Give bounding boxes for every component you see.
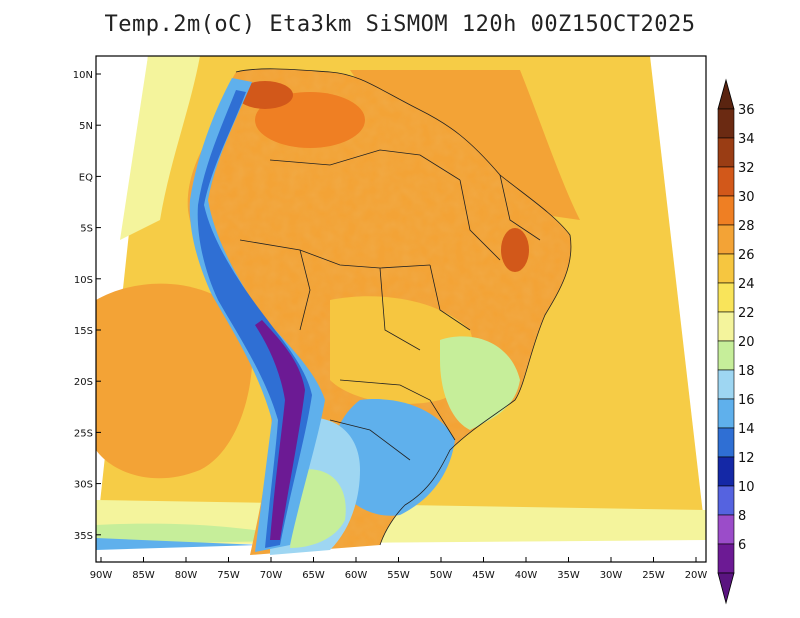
colorbar-label: 24 bbox=[738, 277, 755, 292]
colorbar-swatch bbox=[717, 340, 735, 371]
colorbar-swatch bbox=[717, 195, 735, 226]
lat-tick-label: 10N bbox=[73, 70, 93, 81]
southeast-cool bbox=[440, 336, 520, 430]
colorbar-swatch bbox=[717, 166, 735, 197]
central-yellow bbox=[330, 296, 474, 404]
colorbar-swatch bbox=[717, 485, 735, 516]
lon-tick-label: 40W bbox=[515, 570, 538, 581]
map-area bbox=[96, 56, 706, 555]
lon-tick-label: 30W bbox=[600, 570, 623, 581]
longitude-axis: 90W 85W 80W 75W 70W 65W 60W 55W 50W 45W 40W 35W 30W 2… bbox=[90, 557, 708, 581]
lat-tick-label: 30S bbox=[74, 480, 93, 491]
colorbar-label: 32 bbox=[738, 161, 755, 176]
northeast-hot bbox=[501, 228, 529, 272]
colorbar-label: 14 bbox=[738, 422, 755, 437]
colorbar: 36 34 32 30 28 26 24 22 20 18 16 14 12 10 8 6 bbox=[717, 78, 755, 605]
lon-tick-label: 75W bbox=[217, 570, 240, 581]
lat-tick-label: 5S bbox=[80, 224, 93, 235]
colorbar-label: 18 bbox=[738, 364, 755, 379]
lon-tick-label: 85W bbox=[132, 570, 155, 581]
lon-tick-label: 35W bbox=[557, 570, 580, 581]
lon-tick-label: 60W bbox=[345, 570, 368, 581]
lon-tick-label: 50W bbox=[430, 570, 453, 581]
colorbar-label: 10 bbox=[738, 480, 755, 495]
pacific-warm-region bbox=[96, 283, 253, 479]
lon-tick-label: 55W bbox=[387, 570, 410, 581]
south-ocean-blue bbox=[96, 538, 260, 550]
colorbar-bottom-arrow bbox=[717, 572, 735, 605]
lat-tick-label: 20S bbox=[74, 377, 93, 388]
colorbar-swatch bbox=[717, 224, 735, 255]
colorbar-label: 26 bbox=[738, 248, 755, 263]
colorbar-label: 16 bbox=[738, 393, 755, 408]
lon-tick-label: 65W bbox=[302, 570, 325, 581]
lat-tick-label: 25S bbox=[74, 428, 93, 439]
venezuela-hot bbox=[237, 81, 293, 109]
colorbar-label: 8 bbox=[738, 509, 746, 524]
colorbar-swatch bbox=[717, 427, 735, 458]
colorbar-label: 34 bbox=[738, 132, 755, 147]
colorbar-label: 6 bbox=[738, 538, 746, 553]
lon-tick-label: 25W bbox=[642, 570, 665, 581]
colorbar-swatch bbox=[717, 282, 735, 313]
lat-tick-label: 5N bbox=[79, 121, 93, 132]
lat-tick-label: EQ bbox=[79, 172, 93, 183]
colorbar-label: 20 bbox=[738, 335, 755, 350]
colorbar-top-arrow bbox=[717, 78, 735, 110]
lat-tick-label: 10S bbox=[74, 275, 93, 286]
colorbar-label: 36 bbox=[738, 103, 755, 118]
colorbar-label: 30 bbox=[738, 190, 755, 205]
colorbar-swatch bbox=[717, 253, 735, 284]
colorbar-swatch bbox=[717, 369, 735, 400]
lon-tick-label: 45W bbox=[472, 570, 495, 581]
colorbar-swatch bbox=[717, 311, 735, 342]
colorbar-swatch bbox=[717, 456, 735, 487]
colorbar-swatch bbox=[717, 108, 735, 139]
colorbar-swatch bbox=[717, 398, 735, 429]
map-title: Temp.2m(oC) Eta3km SiSMOM 120h 00Z15OCT2… bbox=[104, 12, 696, 37]
latitude-axis: 10N 5N EQ 5S 10S 15S 20S 25S 30S 35S bbox=[73, 70, 101, 542]
admin-boundaries bbox=[235, 68, 572, 546]
lon-tick-label: 90W bbox=[90, 570, 113, 581]
colorbar-label: 12 bbox=[738, 451, 755, 466]
andes-coldest bbox=[255, 320, 305, 540]
colorbar-label: 22 bbox=[738, 306, 755, 321]
colorbar-swatch bbox=[717, 543, 735, 574]
lon-tick-label: 80W bbox=[175, 570, 198, 581]
lon-tick-label: 20W bbox=[685, 570, 708, 581]
pampas-green bbox=[290, 469, 346, 548]
lon-tick-label: 70W bbox=[260, 570, 283, 581]
amazon-hot-north bbox=[255, 92, 365, 148]
colorbar-swatch bbox=[717, 514, 735, 545]
map-frame bbox=[95, 55, 707, 563]
north-pacific-cool bbox=[120, 56, 200, 240]
south-brazil-blue bbox=[330, 399, 455, 516]
lat-tick-label: 35S bbox=[74, 531, 93, 542]
colorbar-label: 28 bbox=[738, 219, 755, 234]
lat-tick-label: 15S bbox=[74, 326, 93, 337]
colorbar-swatch bbox=[717, 137, 735, 168]
